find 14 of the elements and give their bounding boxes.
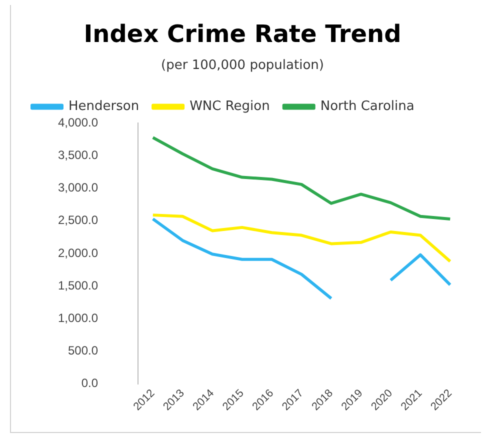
y-tick-label: 1,000.0	[58, 310, 98, 325]
y-tick-label: 2,500.0	[58, 213, 98, 228]
chart-title: Index Crime Rate Trend	[82, 20, 402, 48]
legend-label: Henderson	[68, 99, 140, 114]
y-tick-label: 3,000.0	[58, 180, 98, 195]
chart-subtitle: (per 100,000 population)	[160, 58, 325, 73]
y-tick-label: 3,500.0	[58, 148, 98, 162]
y-tick-label: 0.0	[81, 376, 98, 390]
y-tick-label: 500.0	[68, 344, 98, 358]
y-tick-label: 2,000.0	[58, 246, 98, 260]
legend-label: WNC Region	[190, 99, 270, 114]
legend-label: North Carolina	[320, 99, 414, 114]
y-tick-label: 1,500.0	[58, 278, 98, 292]
y-tick-label: 4,000.0	[58, 116, 98, 130]
